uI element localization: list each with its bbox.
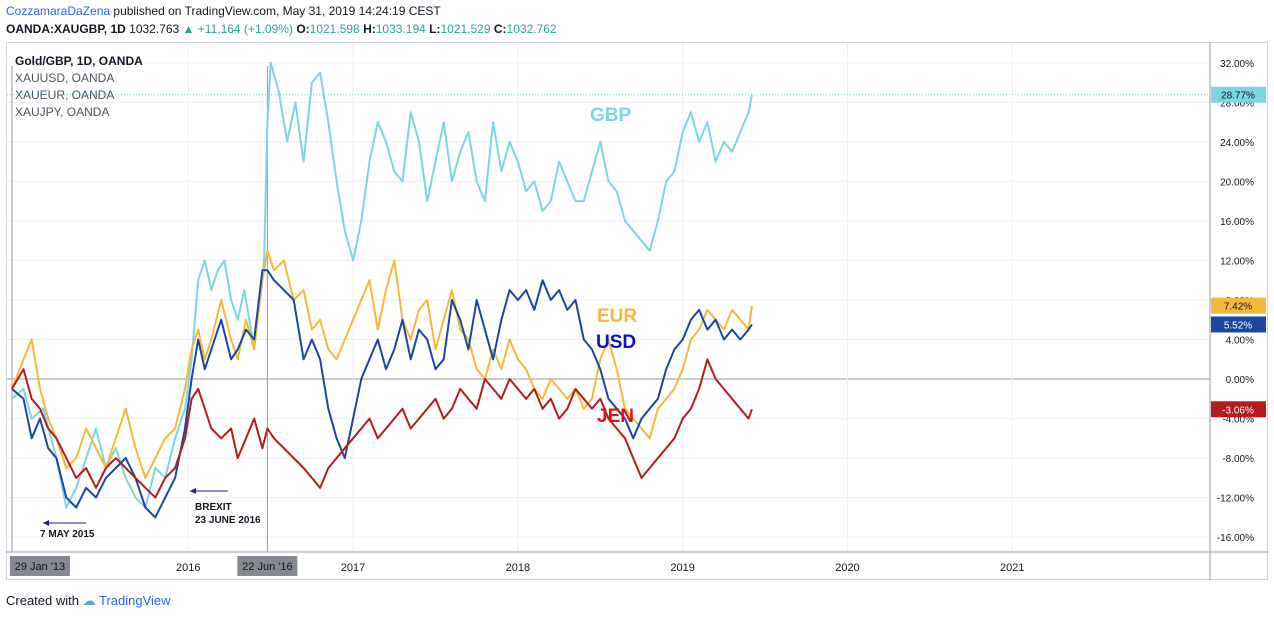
legend-entry: Gold/GBP, 1D, OANDA [15,54,143,68]
y-tick-label: 32.00% [1220,59,1254,70]
x-tick-label: 2020 [835,562,859,574]
y-tick-label: -4.00% [1222,415,1254,426]
last-price: 1032.763 [129,22,180,36]
symbol-name[interactable]: OANDA:XAUGBP, 1D [6,22,126,36]
series-line-eur [10,249,753,479]
may-date: 7 MAY 2015 [40,529,95,540]
last-value-badge [1211,316,1266,333]
brexit-annotation: BREXIT 23 JUNE 2016 [190,488,261,526]
series-name-label: USD [596,332,636,353]
high-label: H: [363,22,376,36]
tradingview-logo-icon: ☁ [82,593,96,608]
date-marker-box [9,556,70,576]
last-value-label: 28.77% [1221,91,1255,102]
x-tick-label: 2019 [670,562,694,574]
last-value-badge [1211,86,1266,103]
series-line-jen [11,358,753,499]
y-tick-label: 20.00% [1220,177,1254,188]
series-lines [10,61,753,519]
legend-entry: XAUEUR, OANDA [15,88,114,102]
x-tick-label: 2021 [1000,562,1024,574]
time-axis: 2016 2017 2018 2019 2020 2021 29 Jan '13 22 Jun… [6,551,1268,576]
x-tick-label: 2017 [341,562,365,574]
y-tick-label: 16.00% [1220,217,1254,228]
last-value-badge [1211,297,1266,314]
last-value-badge [1211,401,1266,418]
brexit-title: BREXIT [195,502,232,513]
close-value: 1032.762 [506,22,557,36]
y-tick-label: 4.00% [1226,336,1254,347]
series-line-gbp [11,61,753,509]
legend-entry: XAUUSD, OANDA [15,71,114,85]
brexit-date: 23 JUNE 2016 [195,515,261,526]
series-name-label: JEN [597,406,634,427]
y-tick-label: -8.00% [1222,454,1254,465]
y-tick-label: -16.00% [1217,533,1254,544]
open-label: O: [296,22,310,36]
legend: Gold/GBP, 1D, OANDA XAUUSD, OANDA XAUEUR, … [15,54,143,119]
published-text: published on TradingView.com, May 31, 20… [113,4,441,18]
price-change: +11.164 (+1.09%) [197,22,293,36]
price-axis: 32.00%28.00%24.00%20.00%16.00%12.00%8.00… [1209,42,1266,580]
chart-publish-info: CozzamaraDaZena published on TradingView… [6,4,441,18]
up-arrow-icon: ▲ [182,22,195,36]
y-tick-label: 24.00% [1220,138,1254,149]
low-value: 1021.529 [440,22,491,36]
close-label: C: [493,22,507,36]
may-annotation: 7 MAY 2015 [40,520,95,540]
brexit-arrow-head [190,488,196,494]
date-marker-label: 29 Jan '13 [15,561,65,573]
series-line-usd [11,269,753,519]
y-tick-label: 28.00% [1220,98,1254,109]
y-tick-label: 0.00% [1226,375,1254,386]
footer: Created with ☁ TradingView [6,593,171,609]
chart-grid [7,43,1210,552]
last-value-label: -3.06% [1222,405,1254,416]
date-marker-label: 22 Jun '16 [242,561,292,573]
low-label: L: [429,22,441,36]
y-tick-label: -12.00% [1217,494,1254,505]
chart-frame [6,42,1268,580]
created-with-text: Created with [6,593,79,608]
legend-entry: XAUJPY, OANDA [15,105,109,119]
x-tick-label: 2018 [506,562,530,574]
date-marker-box [237,556,298,576]
may-arrow-head [43,520,49,526]
series-name-label: EUR [597,306,637,327]
open-value: 1021.598 [309,22,360,36]
author-link[interactable]: CozzamaraDaZena [6,4,111,18]
last-value-label: 5.52% [1224,320,1252,331]
series-name-label: GBP [590,105,632,126]
series-labels: GBP EUR USD JEN [590,105,637,427]
last-value-label: 7.42% [1224,302,1252,313]
symbol-quote-line: OANDA:XAUGBP, 1D 1032.763 ▲ +11.164 (+1.… [6,22,557,36]
tradingview-link[interactable]: TradingView [99,593,171,608]
high-value: 1033.194 [375,22,426,36]
x-tick-label: 2016 [176,562,200,574]
y-tick-label: 12.00% [1220,256,1254,267]
